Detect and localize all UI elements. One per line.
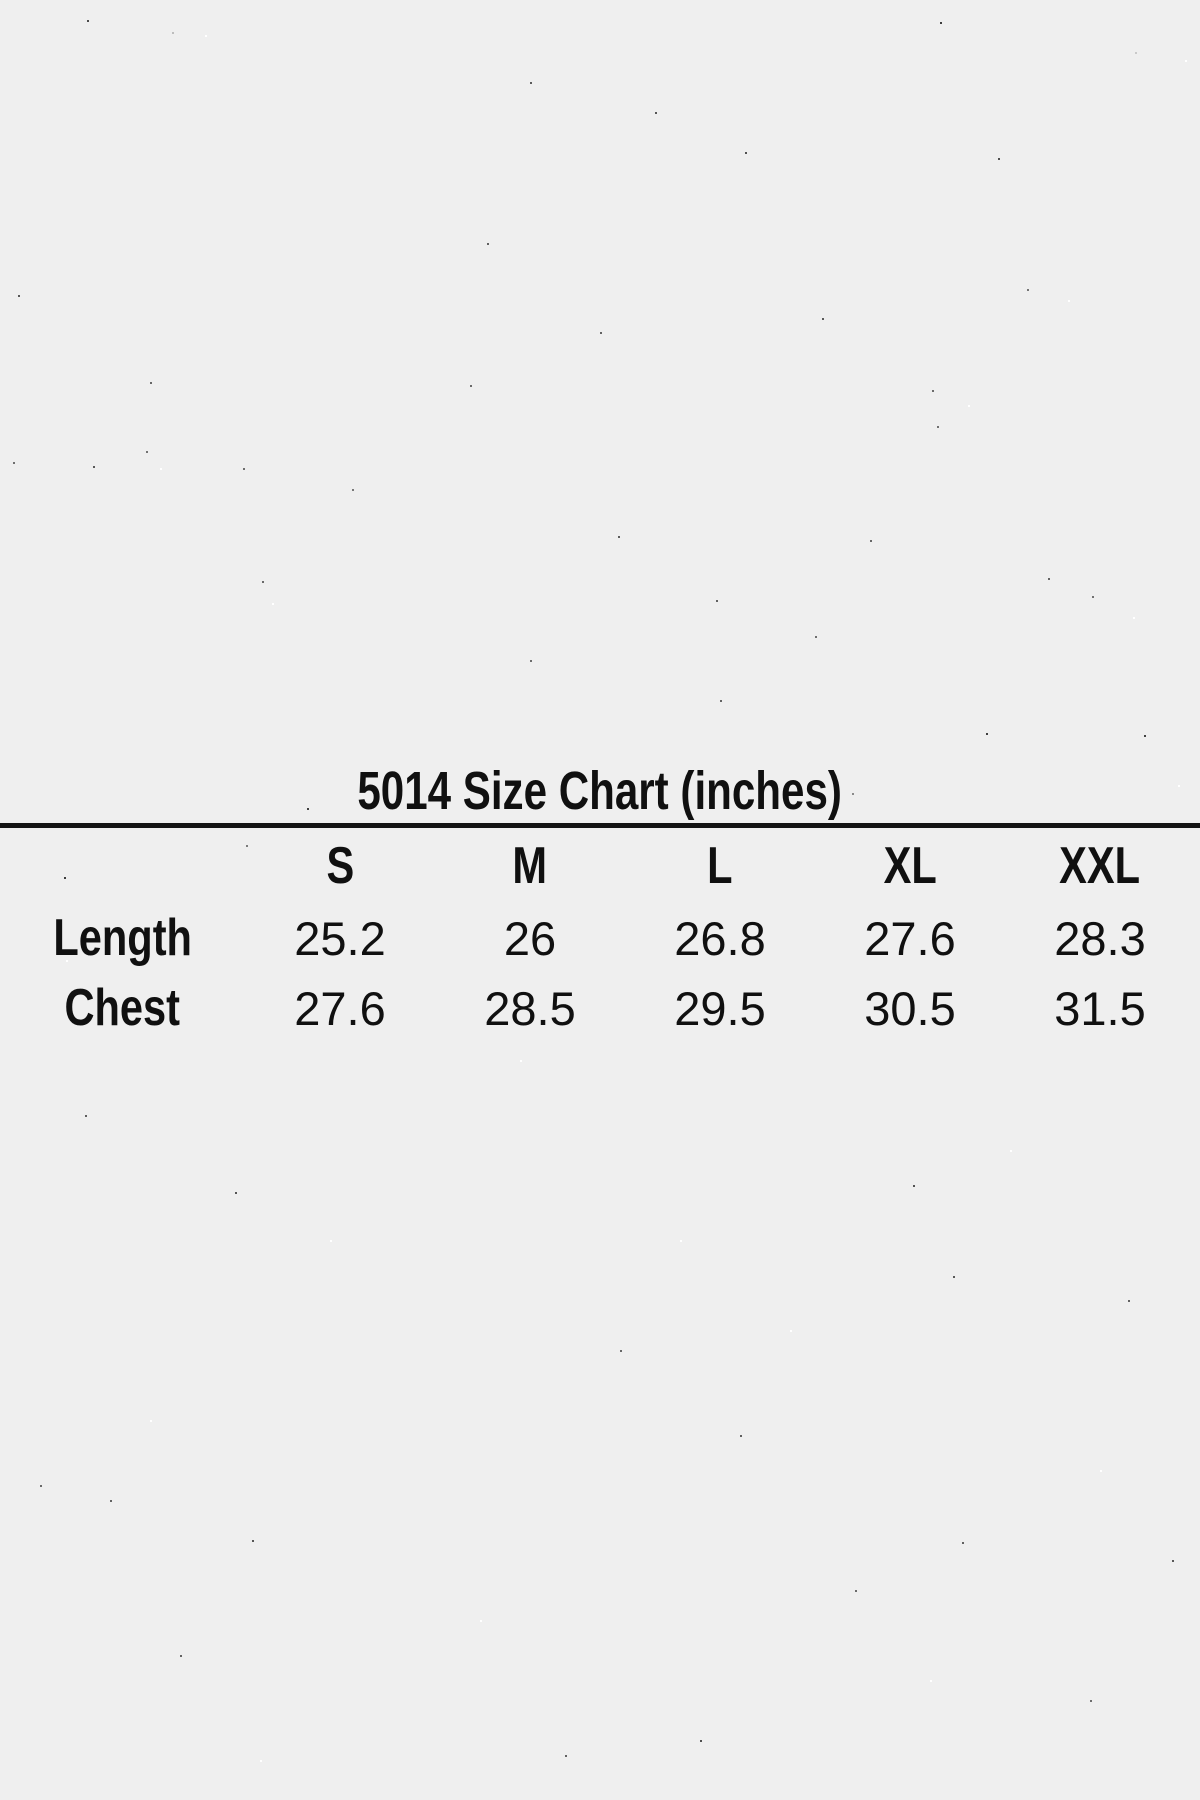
row-label-length: Length xyxy=(0,903,245,973)
col-header-s: S xyxy=(245,828,435,903)
chart-title: 5014 Size Chart (inches) xyxy=(0,760,1200,823)
length-xxl-value: 28.3 xyxy=(1054,911,1146,965)
chest-xl-value: 30.5 xyxy=(864,981,956,1035)
chest-s-value: 27.6 xyxy=(294,981,386,1035)
corner-cell xyxy=(0,828,245,903)
col-header-label: S xyxy=(326,836,354,895)
col-header-label: L xyxy=(707,836,733,895)
col-header-label: M xyxy=(512,836,548,895)
chart-title-text: 5014 Size Chart (inches) xyxy=(357,761,843,821)
row-label-text: Chest xyxy=(64,979,181,1037)
row-label-text: Length xyxy=(53,909,192,967)
col-header-xxl: XXL xyxy=(1005,828,1195,903)
length-l-value: 26.8 xyxy=(674,911,766,965)
size-chart: 5014 Size Chart (inches) S M L XL X xyxy=(0,760,1200,1043)
chest-l-value: 29.5 xyxy=(674,981,766,1035)
noise-dots-dark xyxy=(0,0,2,2)
col-header-l: L xyxy=(625,828,815,903)
chest-xxl-value: 31.5 xyxy=(1054,981,1146,1035)
row-label-chest: Chest xyxy=(0,973,245,1043)
col-header-xl: XL xyxy=(815,828,1005,903)
length-m-value: 26 xyxy=(503,911,557,965)
size-table: S M L XL XXL Length 25.2 xyxy=(0,828,1195,1043)
length-xl-value: 27.6 xyxy=(864,911,956,965)
chest-m-value: 28.5 xyxy=(484,981,576,1035)
header-divider-line xyxy=(0,823,1200,828)
col-header-label: XL xyxy=(883,836,937,895)
col-header-m: M xyxy=(435,828,625,903)
col-header-label: XXL xyxy=(1059,836,1141,895)
length-s-value: 25.2 xyxy=(294,911,386,965)
noise-dots-light xyxy=(0,0,2,2)
